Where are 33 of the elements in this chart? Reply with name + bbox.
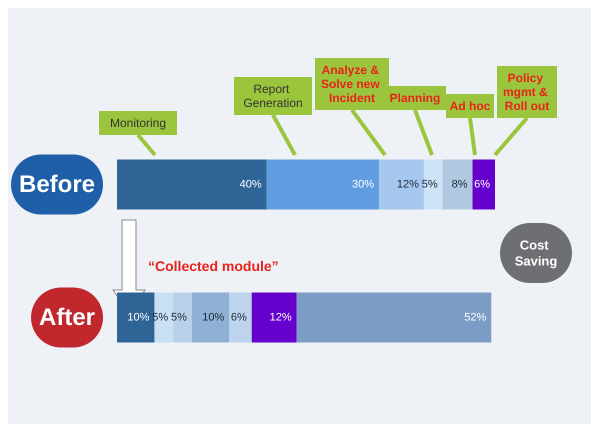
y-tick-label: Before bbox=[18, 171, 96, 198]
data-label: 12% bbox=[396, 178, 420, 190]
data-label: 8% bbox=[452, 178, 468, 190]
text: Planning bbox=[390, 91, 440, 105]
bar bbox=[424, 160, 443, 210]
data-label: 5% bbox=[422, 178, 438, 190]
bar bbox=[192, 292, 230, 342]
text: Ad hoc bbox=[450, 99, 491, 113]
bar bbox=[266, 160, 379, 210]
text: Policy mgmt & Roll out bbox=[503, 71, 551, 113]
bar bbox=[472, 160, 495, 210]
bar bbox=[173, 292, 192, 342]
text: Report Generation bbox=[243, 82, 303, 110]
bar bbox=[229, 292, 252, 342]
data-label: 6% bbox=[230, 312, 247, 324]
bar bbox=[378, 160, 424, 210]
text: Analyze & Solve new Incident bbox=[320, 63, 384, 105]
data-label: 30% bbox=[352, 178, 374, 190]
data-label: 6% bbox=[474, 178, 490, 190]
text: Cost Saving bbox=[514, 238, 558, 268]
bar bbox=[442, 160, 473, 210]
y-tick-label: After bbox=[39, 304, 96, 331]
data-label: 5% bbox=[170, 312, 188, 324]
annotation: Monitoring bbox=[110, 116, 166, 130]
bar bbox=[252, 292, 297, 342]
annotation: “Collected module” bbox=[148, 258, 279, 274]
bar bbox=[117, 160, 267, 210]
data-label: 12% bbox=[270, 312, 292, 324]
data-label: 40% bbox=[240, 178, 262, 190]
data-label: 10% bbox=[127, 312, 150, 324]
bar bbox=[296, 292, 492, 342]
data-label: 52% bbox=[464, 312, 486, 324]
data-label: 10% bbox=[202, 312, 224, 324]
